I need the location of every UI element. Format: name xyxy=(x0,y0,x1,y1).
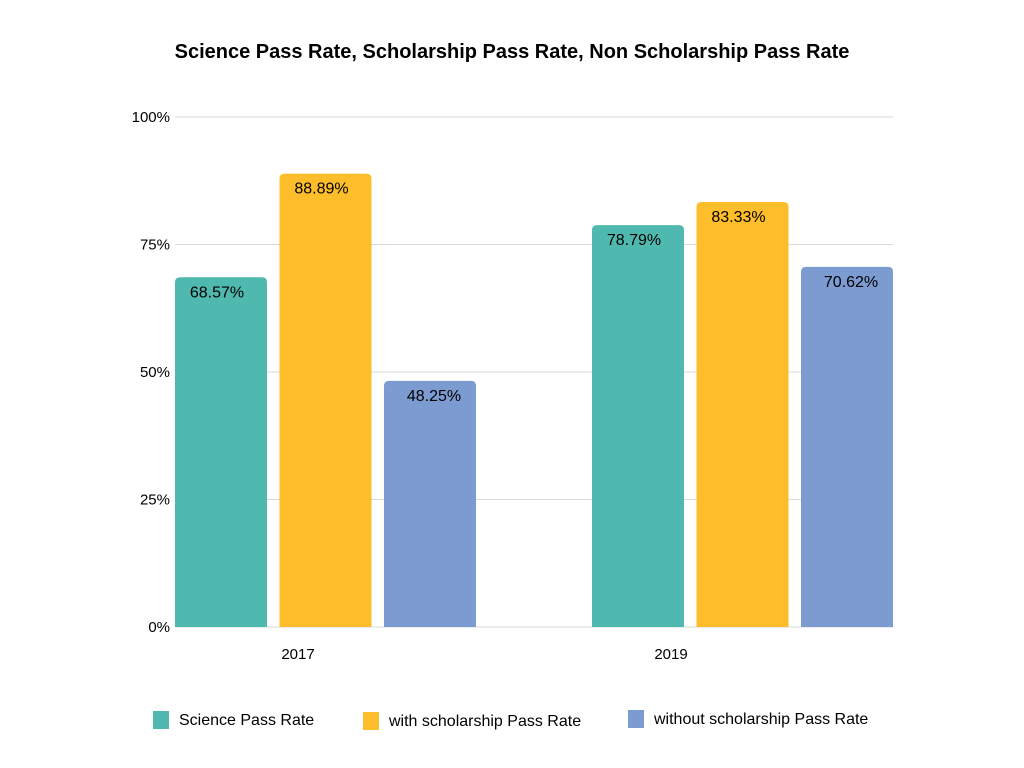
data-labels: 68.57% 88.89% 48.25% 78.79% 83.33% 70.62% xyxy=(190,181,878,405)
x-tick-label: 2017 xyxy=(281,646,314,663)
data-label: 83.33% xyxy=(711,209,765,226)
legend-swatch xyxy=(628,710,644,728)
bar xyxy=(801,266,893,627)
y-axis-ticks: 0% 25% 50% 75% 100% xyxy=(132,109,170,636)
data-label: 78.79% xyxy=(607,232,661,249)
y-tick-label: 25% xyxy=(140,492,170,509)
bar xyxy=(592,225,684,627)
y-tick-label: 50% xyxy=(140,364,170,381)
y-tick-label: 0% xyxy=(148,619,170,636)
data-label: 68.57% xyxy=(190,284,244,301)
legend: Science Pass Rate with scholarship Pass R… xyxy=(153,710,868,730)
bar xyxy=(175,277,267,627)
data-label: 70.62% xyxy=(824,274,878,291)
bars xyxy=(175,173,893,627)
y-tick-label: 75% xyxy=(140,237,170,254)
bar xyxy=(384,380,476,627)
legend-label: Science Pass Rate xyxy=(179,712,314,729)
legend-label: with scholarship Pass Rate xyxy=(388,713,581,730)
chart-title: Science Pass Rate, Scholarship Pass Rate… xyxy=(175,41,850,63)
bar xyxy=(696,202,789,627)
legend-label: without scholarship Pass Rate xyxy=(653,711,868,728)
legend-swatch xyxy=(153,711,169,729)
data-label: 88.89% xyxy=(294,181,348,198)
x-axis-ticks: 2017 2019 xyxy=(281,646,687,663)
data-label: 48.25% xyxy=(407,388,461,405)
y-tick-label: 100% xyxy=(132,109,170,126)
bar xyxy=(279,173,372,627)
x-tick-label: 2019 xyxy=(654,646,687,663)
legend-swatch xyxy=(363,712,379,730)
